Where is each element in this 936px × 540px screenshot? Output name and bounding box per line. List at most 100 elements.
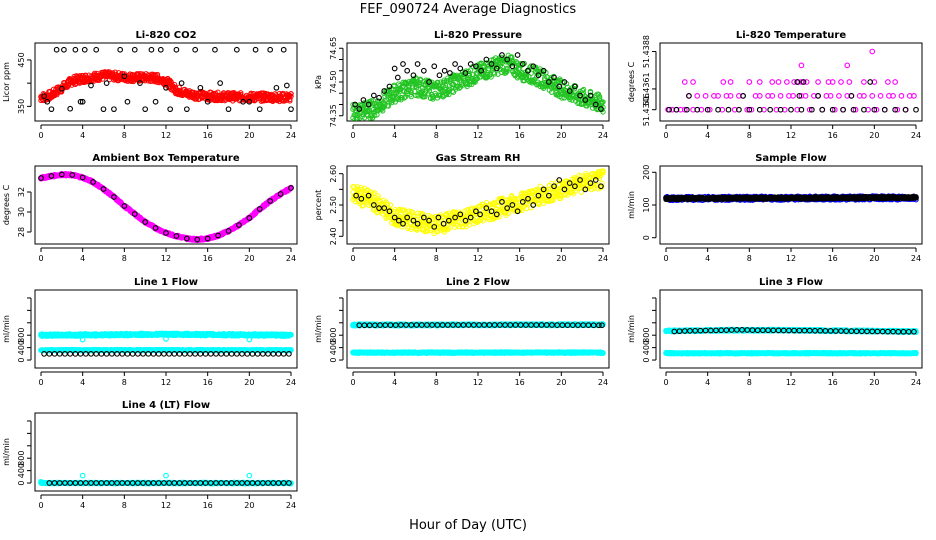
- data-point: [815, 92, 821, 99]
- data-point: [499, 195, 506, 201]
- x-tick-label: 24: [286, 131, 296, 140]
- data-point: [881, 106, 888, 113]
- data-point: [558, 195, 564, 201]
- data-point: [577, 177, 583, 183]
- data-point: [911, 92, 917, 99]
- data-point: [121, 203, 128, 209]
- panel-title: Sample Flow: [755, 153, 827, 164]
- data-point: [488, 208, 495, 215]
- data-point: [192, 46, 199, 53]
- data-point: [561, 79, 568, 85]
- data-point: [356, 106, 363, 112]
- data-point: [431, 224, 438, 230]
- plot-area: [350, 168, 606, 237]
- data-point: [225, 228, 232, 234]
- data-point: [850, 106, 857, 113]
- x-tick-label: 20: [869, 131, 879, 140]
- x-tick-label: 20: [869, 254, 879, 263]
- data-point: [579, 87, 586, 94]
- data-point: [434, 79, 441, 85]
- x-tick-label: 8: [122, 254, 127, 263]
- data-point: [798, 106, 805, 113]
- data-point: [436, 72, 443, 79]
- data-point: [540, 67, 547, 74]
- data-point: [368, 98, 374, 104]
- data-point: [462, 217, 469, 224]
- x-tick-label: 8: [434, 131, 439, 140]
- y-tick-label: 74.50: [329, 71, 338, 94]
- data-point: [555, 188, 562, 195]
- data-point: [252, 46, 259, 53]
- data-point: [152, 98, 159, 105]
- data-point: [77, 98, 84, 105]
- data-point: [246, 98, 253, 105]
- data-point: [551, 74, 557, 81]
- data-point: [481, 67, 487, 74]
- data-point: [386, 83, 393, 90]
- plot-area: [38, 46, 294, 113]
- data-point: [256, 206, 263, 212]
- plot-area: [38, 170, 294, 244]
- data-point: [571, 86, 578, 92]
- data-point: [831, 106, 838, 113]
- data-point: [819, 106, 826, 113]
- data-point: [572, 183, 578, 190]
- data-point: [488, 61, 495, 67]
- data-point: [163, 84, 169, 91]
- data-point: [431, 63, 438, 70]
- data-point: [117, 46, 124, 53]
- data-point: [871, 106, 878, 113]
- data-point: [422, 93, 428, 100]
- x-tick-label: 4: [80, 254, 85, 263]
- data-point: [124, 98, 131, 105]
- data-point: [600, 170, 606, 176]
- data-point: [404, 214, 411, 221]
- data-point: [90, 179, 96, 185]
- panel-title: Li-820 Temperature: [736, 30, 846, 41]
- data-point: [582, 186, 589, 193]
- data-point: [197, 84, 204, 91]
- data-point: [815, 79, 821, 85]
- data-point: [217, 80, 224, 87]
- data-point: [491, 71, 498, 77]
- data-point: [694, 106, 701, 113]
- data-point: [473, 208, 479, 215]
- data-point: [683, 106, 690, 113]
- data-point: [433, 92, 440, 99]
- plot-frame: [34, 289, 298, 369]
- y-tick-label: 51.4346: [642, 93, 651, 126]
- x-tick-label: 16: [515, 254, 525, 263]
- data-point: [702, 92, 709, 99]
- y-axis-label: Licor ppm: [2, 62, 11, 102]
- data-point: [578, 101, 585, 107]
- data-point: [79, 98, 86, 105]
- data-point: [171, 82, 178, 88]
- data-point: [852, 106, 859, 113]
- data-point: [360, 97, 367, 103]
- data-point: [447, 70, 453, 76]
- y-tick-label: 2.50: [329, 196, 338, 214]
- data-point: [452, 214, 458, 221]
- data-point: [556, 177, 563, 183]
- data-point: [600, 99, 606, 105]
- data-point: [100, 186, 107, 192]
- data-point: [566, 88, 573, 94]
- data-point: [194, 236, 201, 243]
- data-point: [148, 46, 155, 53]
- data-point: [426, 217, 432, 224]
- data-point: [846, 79, 853, 85]
- plot-frame: [659, 42, 923, 122]
- data-point: [746, 79, 753, 85]
- x-tick-label: 4: [392, 254, 397, 263]
- data-point: [225, 106, 232, 113]
- data-point: [514, 52, 521, 58]
- data-point: [483, 205, 490, 211]
- data-point: [400, 220, 406, 227]
- x-tick-label: 24: [911, 131, 921, 140]
- data-point: [371, 190, 378, 196]
- data-point: [587, 92, 594, 99]
- data-point: [547, 186, 554, 192]
- data-point: [877, 92, 884, 99]
- data-point: [111, 194, 117, 200]
